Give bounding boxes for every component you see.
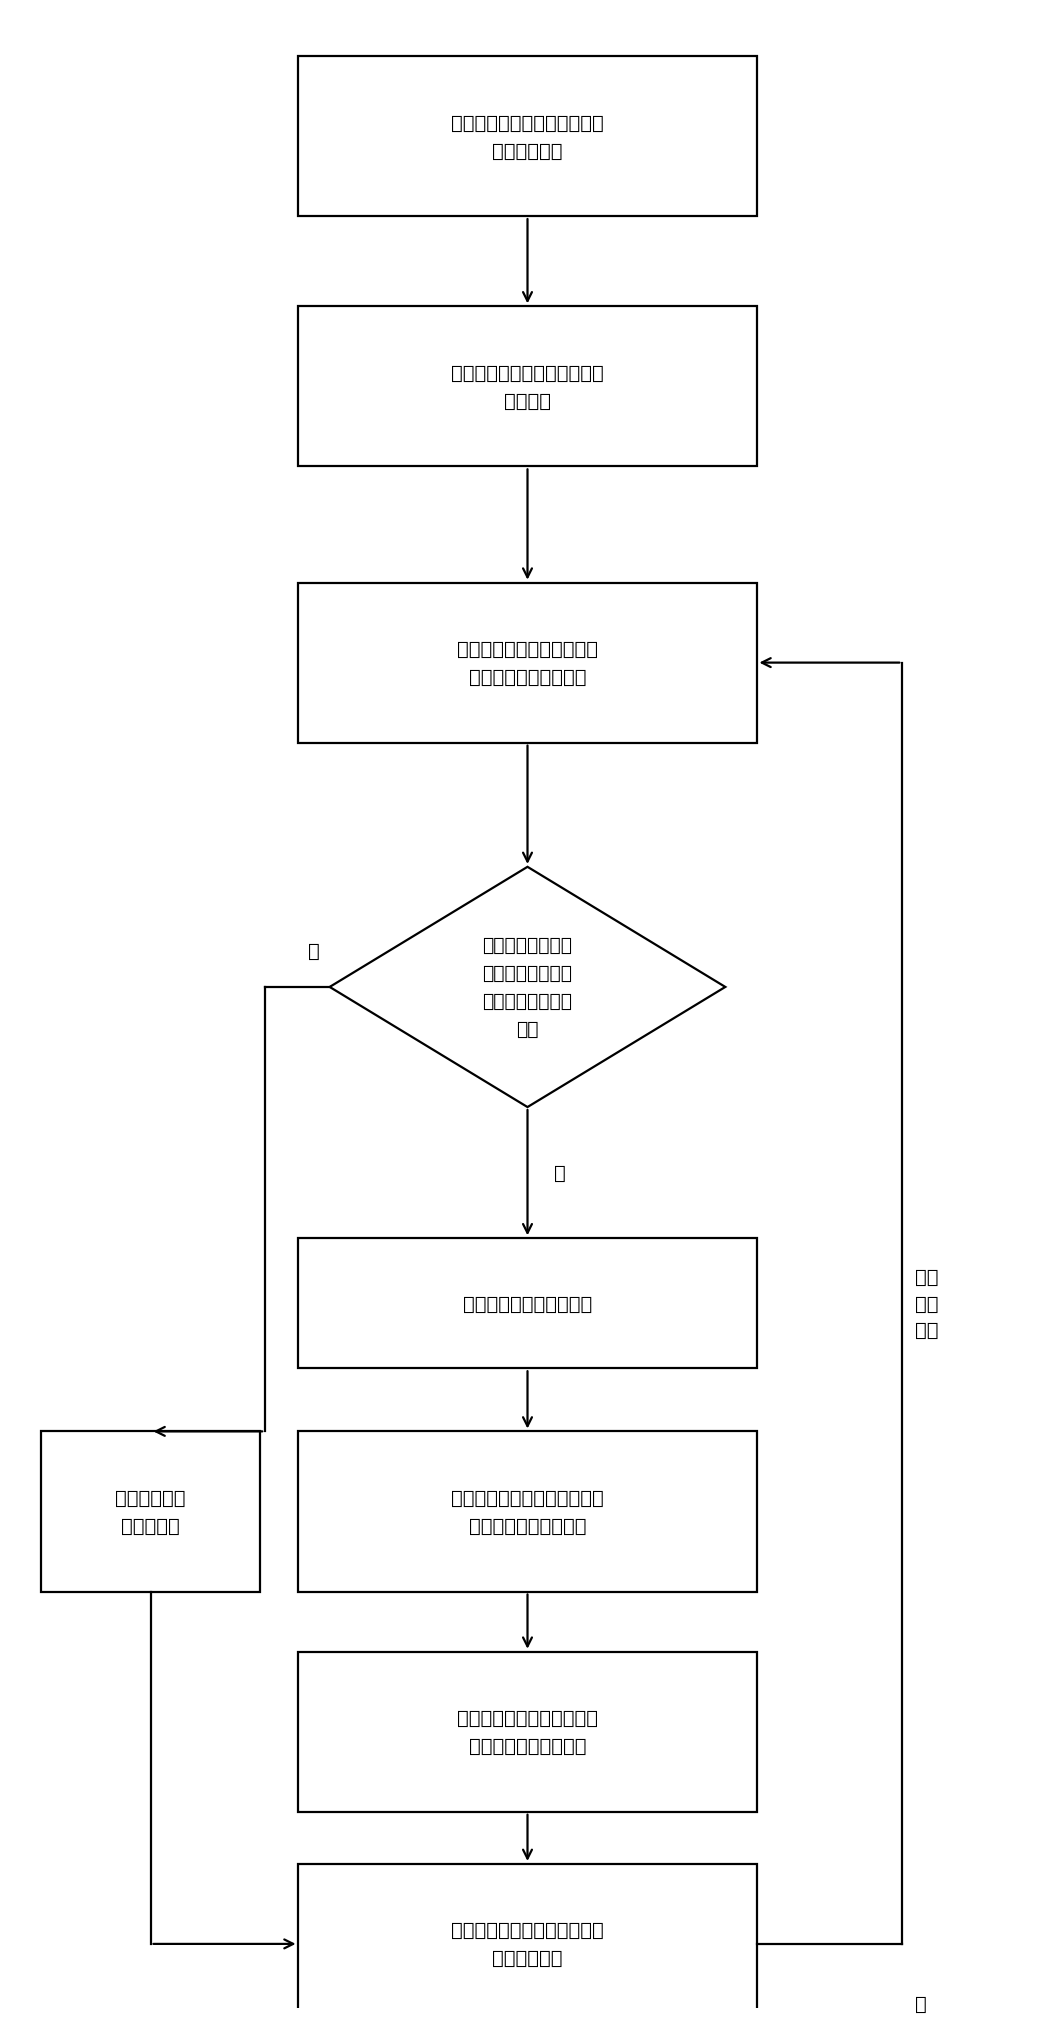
FancyBboxPatch shape — [299, 57, 756, 216]
FancyBboxPatch shape — [299, 583, 756, 742]
FancyBboxPatch shape — [299, 1653, 756, 1813]
Text: 进入
下一
周期: 进入 下一 周期 — [915, 1268, 938, 1339]
Text: 确定主要道路与协调道路: 确定主要道路与协调道路 — [463, 1295, 592, 1313]
Text: 是: 是 — [554, 1163, 565, 1183]
Text: 对各进口道设置不同放行次序
和不同的信号灯调节率: 对各进口道设置不同放行次序 和不同的信号灯调节率 — [452, 1489, 603, 1535]
Text: 计算多线交汇区域下游路段的
通行能力: 计算多线交汇区域下游路段的 通行能力 — [452, 364, 603, 411]
Text: 设置视频检测器和交汇区进口
道信号控制灯: 设置视频检测器和交汇区进口 道信号控制灯 — [452, 113, 603, 160]
Text: 视频数据采集周期和进口道
信号控制周期协同优化: 视频数据采集周期和进口道 信号控制周期协同优化 — [457, 1707, 598, 1756]
Text: 各进口道总的车辆
到达率是否大于交
汇区下游路段通行
能力: 各进口道总的车辆 到达率是否大于交 汇区下游路段通行 能力 — [482, 937, 573, 1040]
Polygon shape — [330, 868, 725, 1107]
FancyBboxPatch shape — [299, 307, 756, 467]
FancyBboxPatch shape — [299, 1238, 756, 1370]
Text: 获取交汇区各进口道的车辆
排队长度、车辆到达率: 获取交汇区各进口道的车辆 排队长度、车辆到达率 — [457, 639, 598, 686]
FancyBboxPatch shape — [299, 1432, 756, 1592]
Text: 各进口道信号控制灯进行通过
流量最优控制: 各进口道信号控制灯进行通过 流量最优控制 — [452, 1920, 603, 1968]
FancyBboxPatch shape — [299, 1863, 756, 2023]
Text: 否: 否 — [308, 943, 320, 961]
FancyBboxPatch shape — [41, 1432, 260, 1592]
Text: 是: 是 — [915, 1995, 926, 2013]
Text: 各进口道信号
灯全为绿灯: 各进口道信号 灯全为绿灯 — [115, 1489, 186, 1535]
